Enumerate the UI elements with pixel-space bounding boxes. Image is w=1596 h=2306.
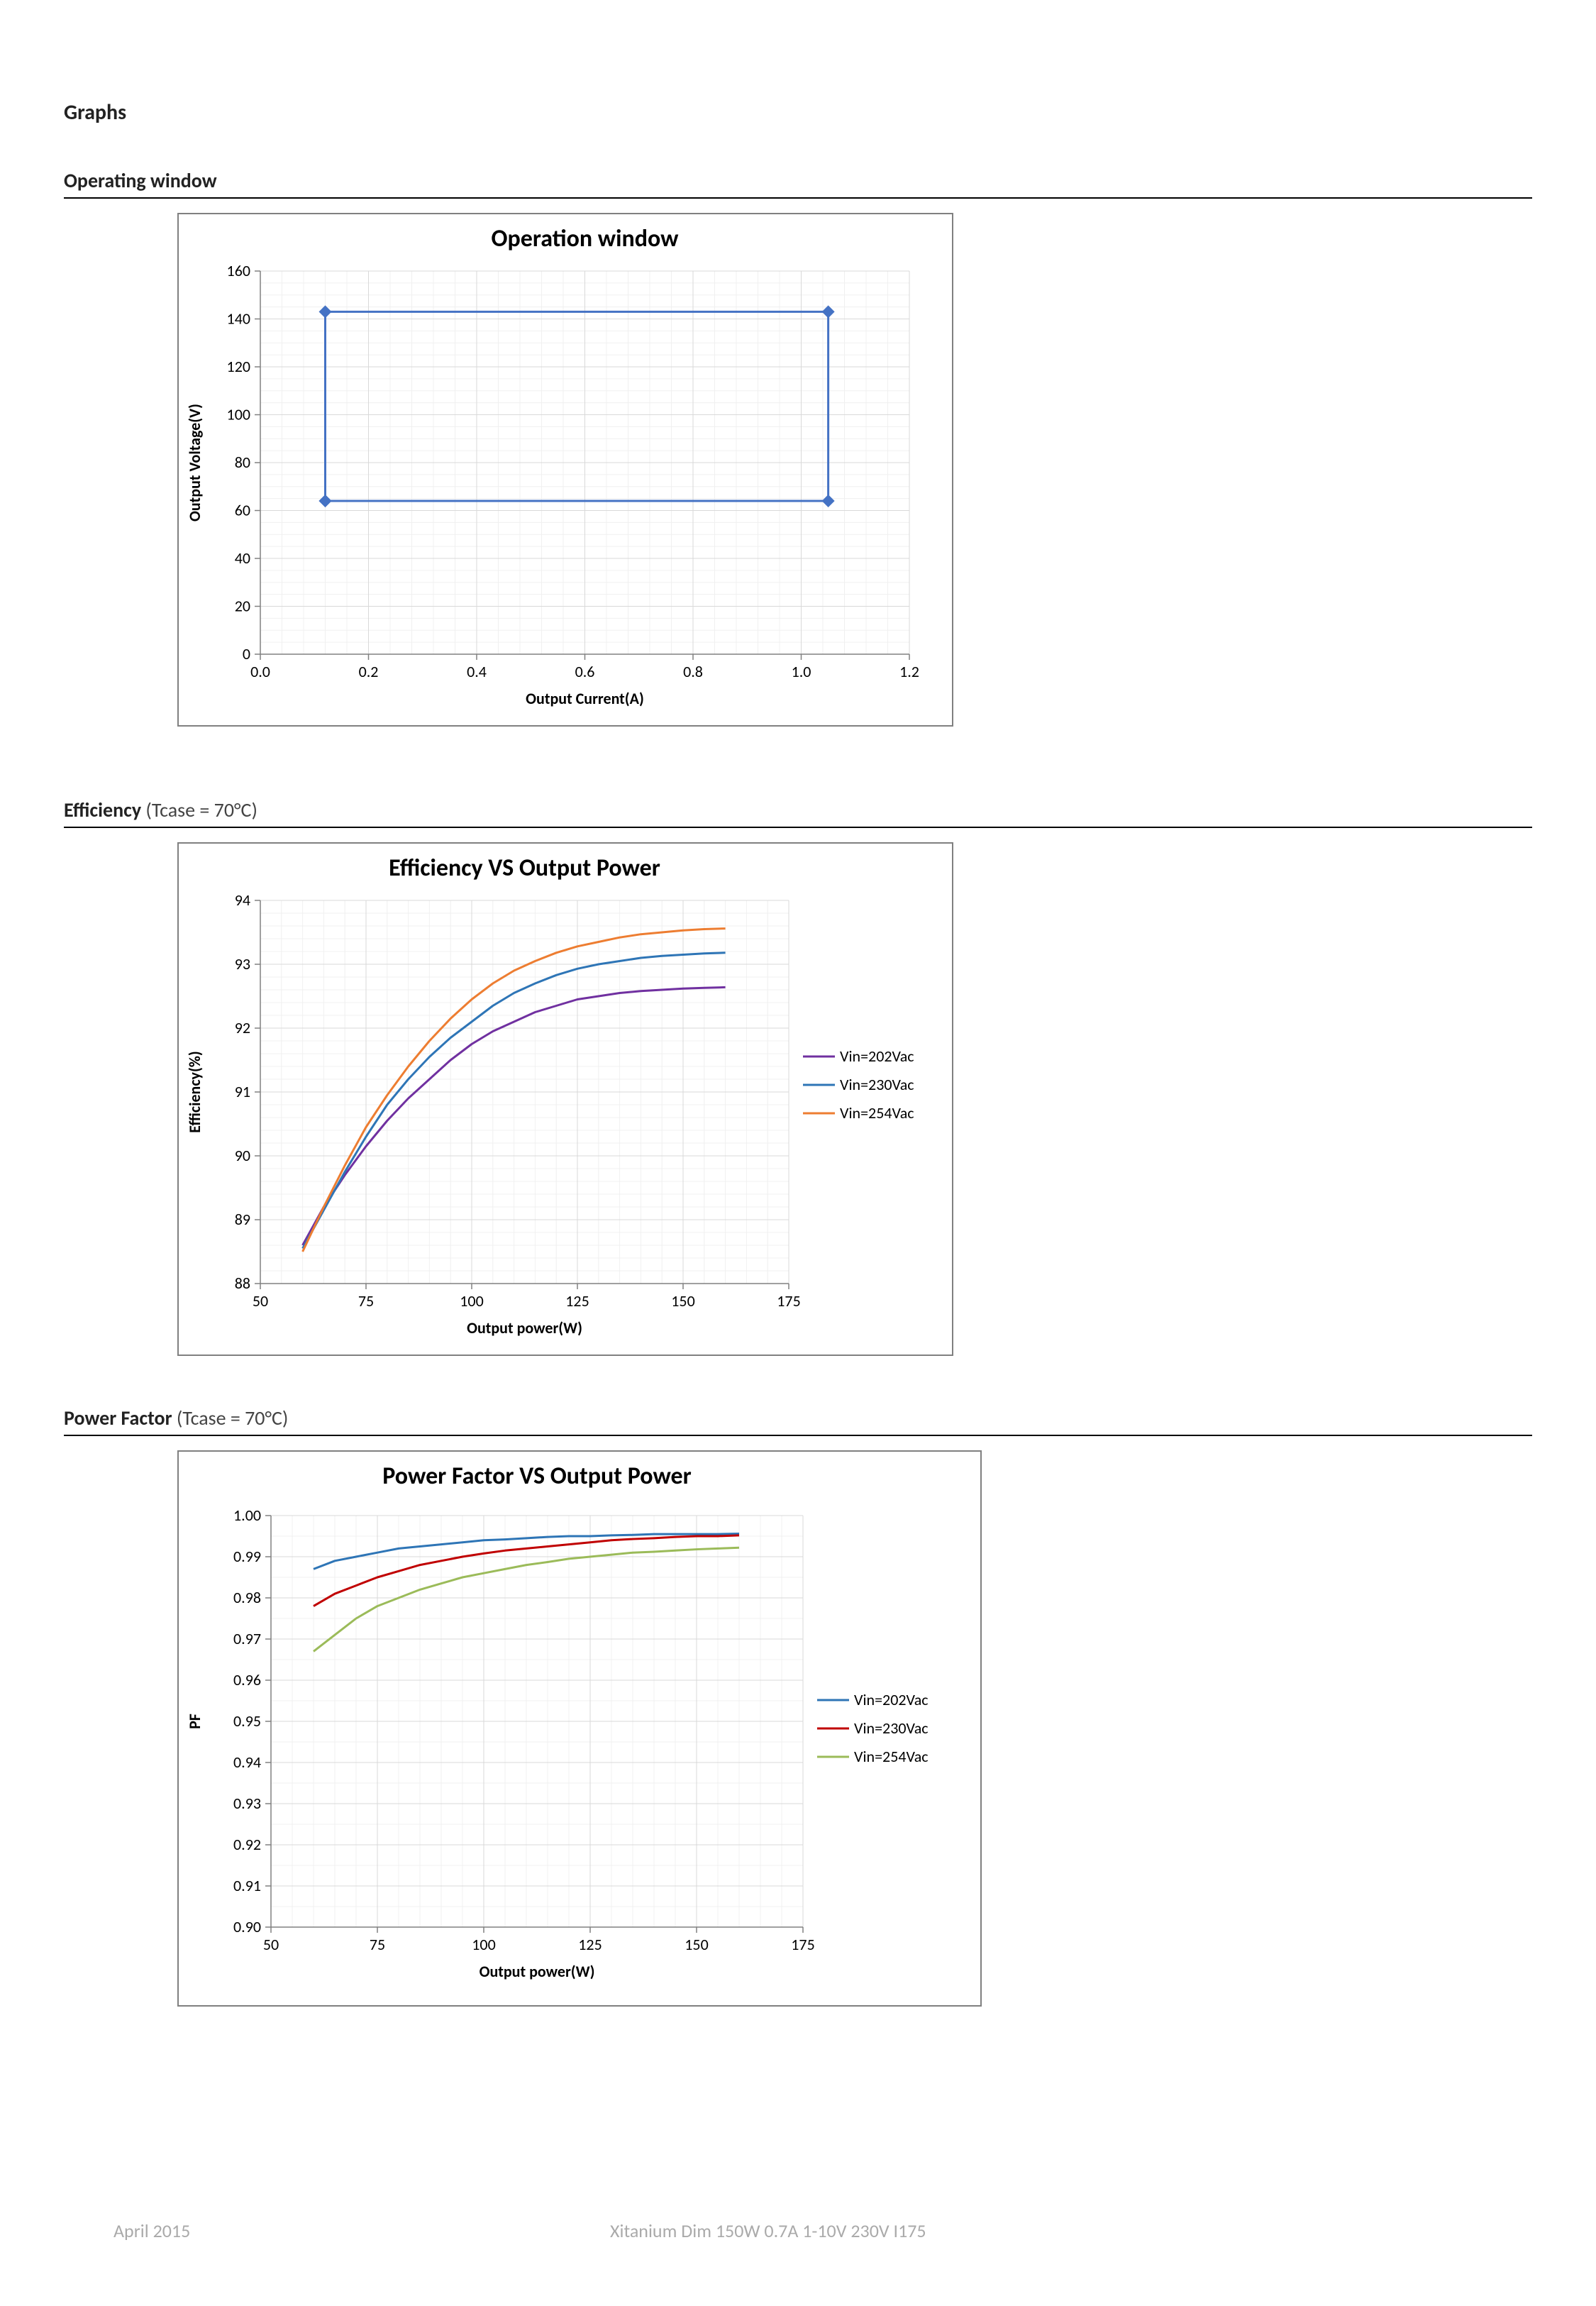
svg-text:20: 20 <box>235 597 250 616</box>
svg-text:Vin=230Vac: Vin=230Vac <box>840 1075 914 1094</box>
powerfactor-chart: 50 75 100 125 150 175 0.90 0.91 0.92 0.93 0.94 0.95… <box>177 1450 982 2007</box>
svg-text:88: 88 <box>235 1274 250 1293</box>
svg-text:125: 125 <box>578 1935 602 1954</box>
svg-text:0.4: 0.4 <box>467 662 487 681</box>
svg-text:150: 150 <box>671 1291 694 1311</box>
svg-text:93: 93 <box>235 954 250 973</box>
svg-text:Vin=202Vac: Vin=202Vac <box>840 1047 914 1066</box>
svg-text:1.2: 1.2 <box>899 662 919 681</box>
svg-text:Vin=254Vac: Vin=254Vac <box>854 1747 929 1766</box>
svg-text:150: 150 <box>685 1935 708 1954</box>
svg-text:0.0: 0.0 <box>250 662 270 681</box>
svg-text:120: 120 <box>227 357 250 376</box>
svg-text:100: 100 <box>227 405 250 424</box>
svg-text:Output power(W): Output power(W) <box>467 1318 582 1337</box>
svg-text:0.91: 0.91 <box>233 1876 261 1895</box>
svg-text:1.00: 1.00 <box>233 1506 261 1525</box>
section1-title: Operating window <box>64 168 217 193</box>
svg-text:89: 89 <box>235 1210 250 1229</box>
svg-text:PF: PF <box>185 1714 204 1729</box>
section-operating-window-title: Operating window <box>64 168 1532 199</box>
svg-text:0: 0 <box>243 644 250 663</box>
svg-text:94: 94 <box>235 890 250 910</box>
svg-text:0.99: 0.99 <box>233 1547 261 1566</box>
section3-title-bold: Power Factor <box>64 1406 172 1430</box>
section-powerfactor-title: Power Factor (Tcase = 70°C) <box>64 1406 1532 1436</box>
svg-text:92: 92 <box>235 1018 250 1037</box>
svg-text:75: 75 <box>370 1935 385 1954</box>
svg-text:0.8: 0.8 <box>683 662 703 681</box>
svg-text:0.98: 0.98 <box>233 1588 261 1607</box>
svg-text:90: 90 <box>235 1146 250 1165</box>
section2-title-bold: Efficiency <box>64 798 141 822</box>
svg-text:140: 140 <box>227 309 250 329</box>
svg-text:91: 91 <box>235 1082 250 1101</box>
svg-text:100: 100 <box>472 1935 495 1954</box>
svg-text:Output power(W): Output power(W) <box>480 1962 595 1981</box>
svg-text:0.94: 0.94 <box>233 1753 261 1772</box>
svg-text:0.96: 0.96 <box>233 1670 261 1689</box>
svg-text:Vin=202Vac: Vin=202Vac <box>854 1690 929 1709</box>
svg-text:175: 175 <box>791 1935 814 1954</box>
svg-text:175: 175 <box>777 1291 800 1311</box>
operation-window-chart: 0.0 0.2 0.4 0.6 0.8 1.0 1.2 0 20 40 60 80 100 120 140 1… <box>177 213 953 727</box>
svg-text:1.0: 1.0 <box>792 662 811 681</box>
svg-text:160: 160 <box>227 261 250 280</box>
svg-text:0.97: 0.97 <box>233 1629 261 1648</box>
svg-text:0.6: 0.6 <box>575 662 595 681</box>
svg-text:0.90: 0.90 <box>233 1917 261 1936</box>
section-efficiency-title: Efficiency (Tcase = 70°C) <box>64 798 1532 828</box>
page: Graphs Operating window 0.0 0.2 0.4 0.6 0.8 1… <box>0 0 1596 2306</box>
svg-text:Efficiency VS Output Power: Efficiency VS Output Power <box>389 854 660 883</box>
footer-date: April 2015 <box>64 2219 610 2242</box>
svg-text:100: 100 <box>460 1291 483 1311</box>
svg-text:60: 60 <box>235 501 250 520</box>
svg-text:125: 125 <box>565 1291 589 1311</box>
page-heading: Graphs <box>64 99 1532 126</box>
svg-text:Operation window: Operation window <box>492 224 680 253</box>
svg-text:0.92: 0.92 <box>233 1835 261 1854</box>
svg-text:0.95: 0.95 <box>233 1711 261 1731</box>
section2-title-rest: (Tcase = 70°C) <box>141 798 257 822</box>
svg-text:Power Factor VS Output Power: Power Factor VS Output Power <box>382 1462 692 1491</box>
efficiency-chart: 50 75 100 125 150 175 88 89 90 91 92 93 94 Efficiency… <box>177 842 953 1356</box>
footer-product: Xitanium Dim 150W 0.7A 1-10V 230V I175 <box>610 2219 1532 2242</box>
svg-text:80: 80 <box>235 453 250 472</box>
svg-text:0.93: 0.93 <box>233 1794 261 1813</box>
svg-text:Efficiency(%): Efficiency(%) <box>185 1051 204 1132</box>
svg-text:40: 40 <box>235 548 250 568</box>
svg-text:Output Voltage(V): Output Voltage(V) <box>185 404 204 522</box>
svg-text:Vin=254Vac: Vin=254Vac <box>840 1103 914 1122</box>
svg-text:50: 50 <box>263 1935 279 1954</box>
svg-text:Output Current(A): Output Current(A) <box>526 689 644 708</box>
svg-text:50: 50 <box>253 1291 268 1311</box>
svg-text:Vin=230Vac: Vin=230Vac <box>854 1719 929 1738</box>
section3-title-rest: (Tcase = 70°C) <box>172 1406 289 1430</box>
svg-text:0.2: 0.2 <box>359 662 379 681</box>
svg-text:75: 75 <box>358 1291 374 1311</box>
page-footer: April 2015 Xitanium Dim 150W 0.7A 1-10V … <box>64 2219 1532 2242</box>
